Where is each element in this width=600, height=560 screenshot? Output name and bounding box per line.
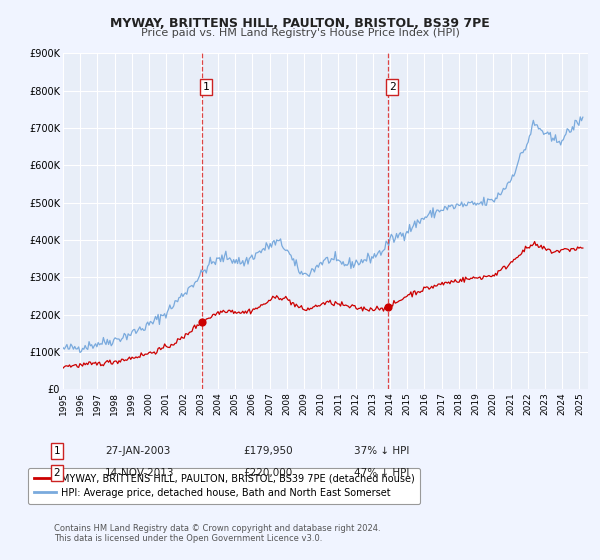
Point xyxy=(197,318,207,326)
Text: Price paid vs. HM Land Registry's House Price Index (HPI): Price paid vs. HM Land Registry's House … xyxy=(140,28,460,38)
Text: 14-NOV-2013: 14-NOV-2013 xyxy=(105,468,175,478)
Text: £179,950: £179,950 xyxy=(243,446,293,456)
Text: 2: 2 xyxy=(53,468,61,478)
Text: 27-JAN-2003: 27-JAN-2003 xyxy=(105,446,170,456)
Text: This data is licensed under the Open Government Licence v3.0.: This data is licensed under the Open Gov… xyxy=(54,534,322,543)
Point xyxy=(383,302,392,311)
Legend: MYWAY, BRITTENS HILL, PAULTON, BRISTOL, BS39 7PE (detached house), HPI: Average : MYWAY, BRITTENS HILL, PAULTON, BRISTOL, … xyxy=(28,468,420,504)
Text: 1: 1 xyxy=(203,82,209,92)
Text: 47% ↓ HPI: 47% ↓ HPI xyxy=(354,468,409,478)
Text: 2: 2 xyxy=(389,82,395,92)
Text: 1: 1 xyxy=(53,446,61,456)
Text: 37% ↓ HPI: 37% ↓ HPI xyxy=(354,446,409,456)
Text: Contains HM Land Registry data © Crown copyright and database right 2024.: Contains HM Land Registry data © Crown c… xyxy=(54,524,380,533)
Text: MYWAY, BRITTENS HILL, PAULTON, BRISTOL, BS39 7PE: MYWAY, BRITTENS HILL, PAULTON, BRISTOL, … xyxy=(110,17,490,30)
Text: £220,000: £220,000 xyxy=(243,468,292,478)
